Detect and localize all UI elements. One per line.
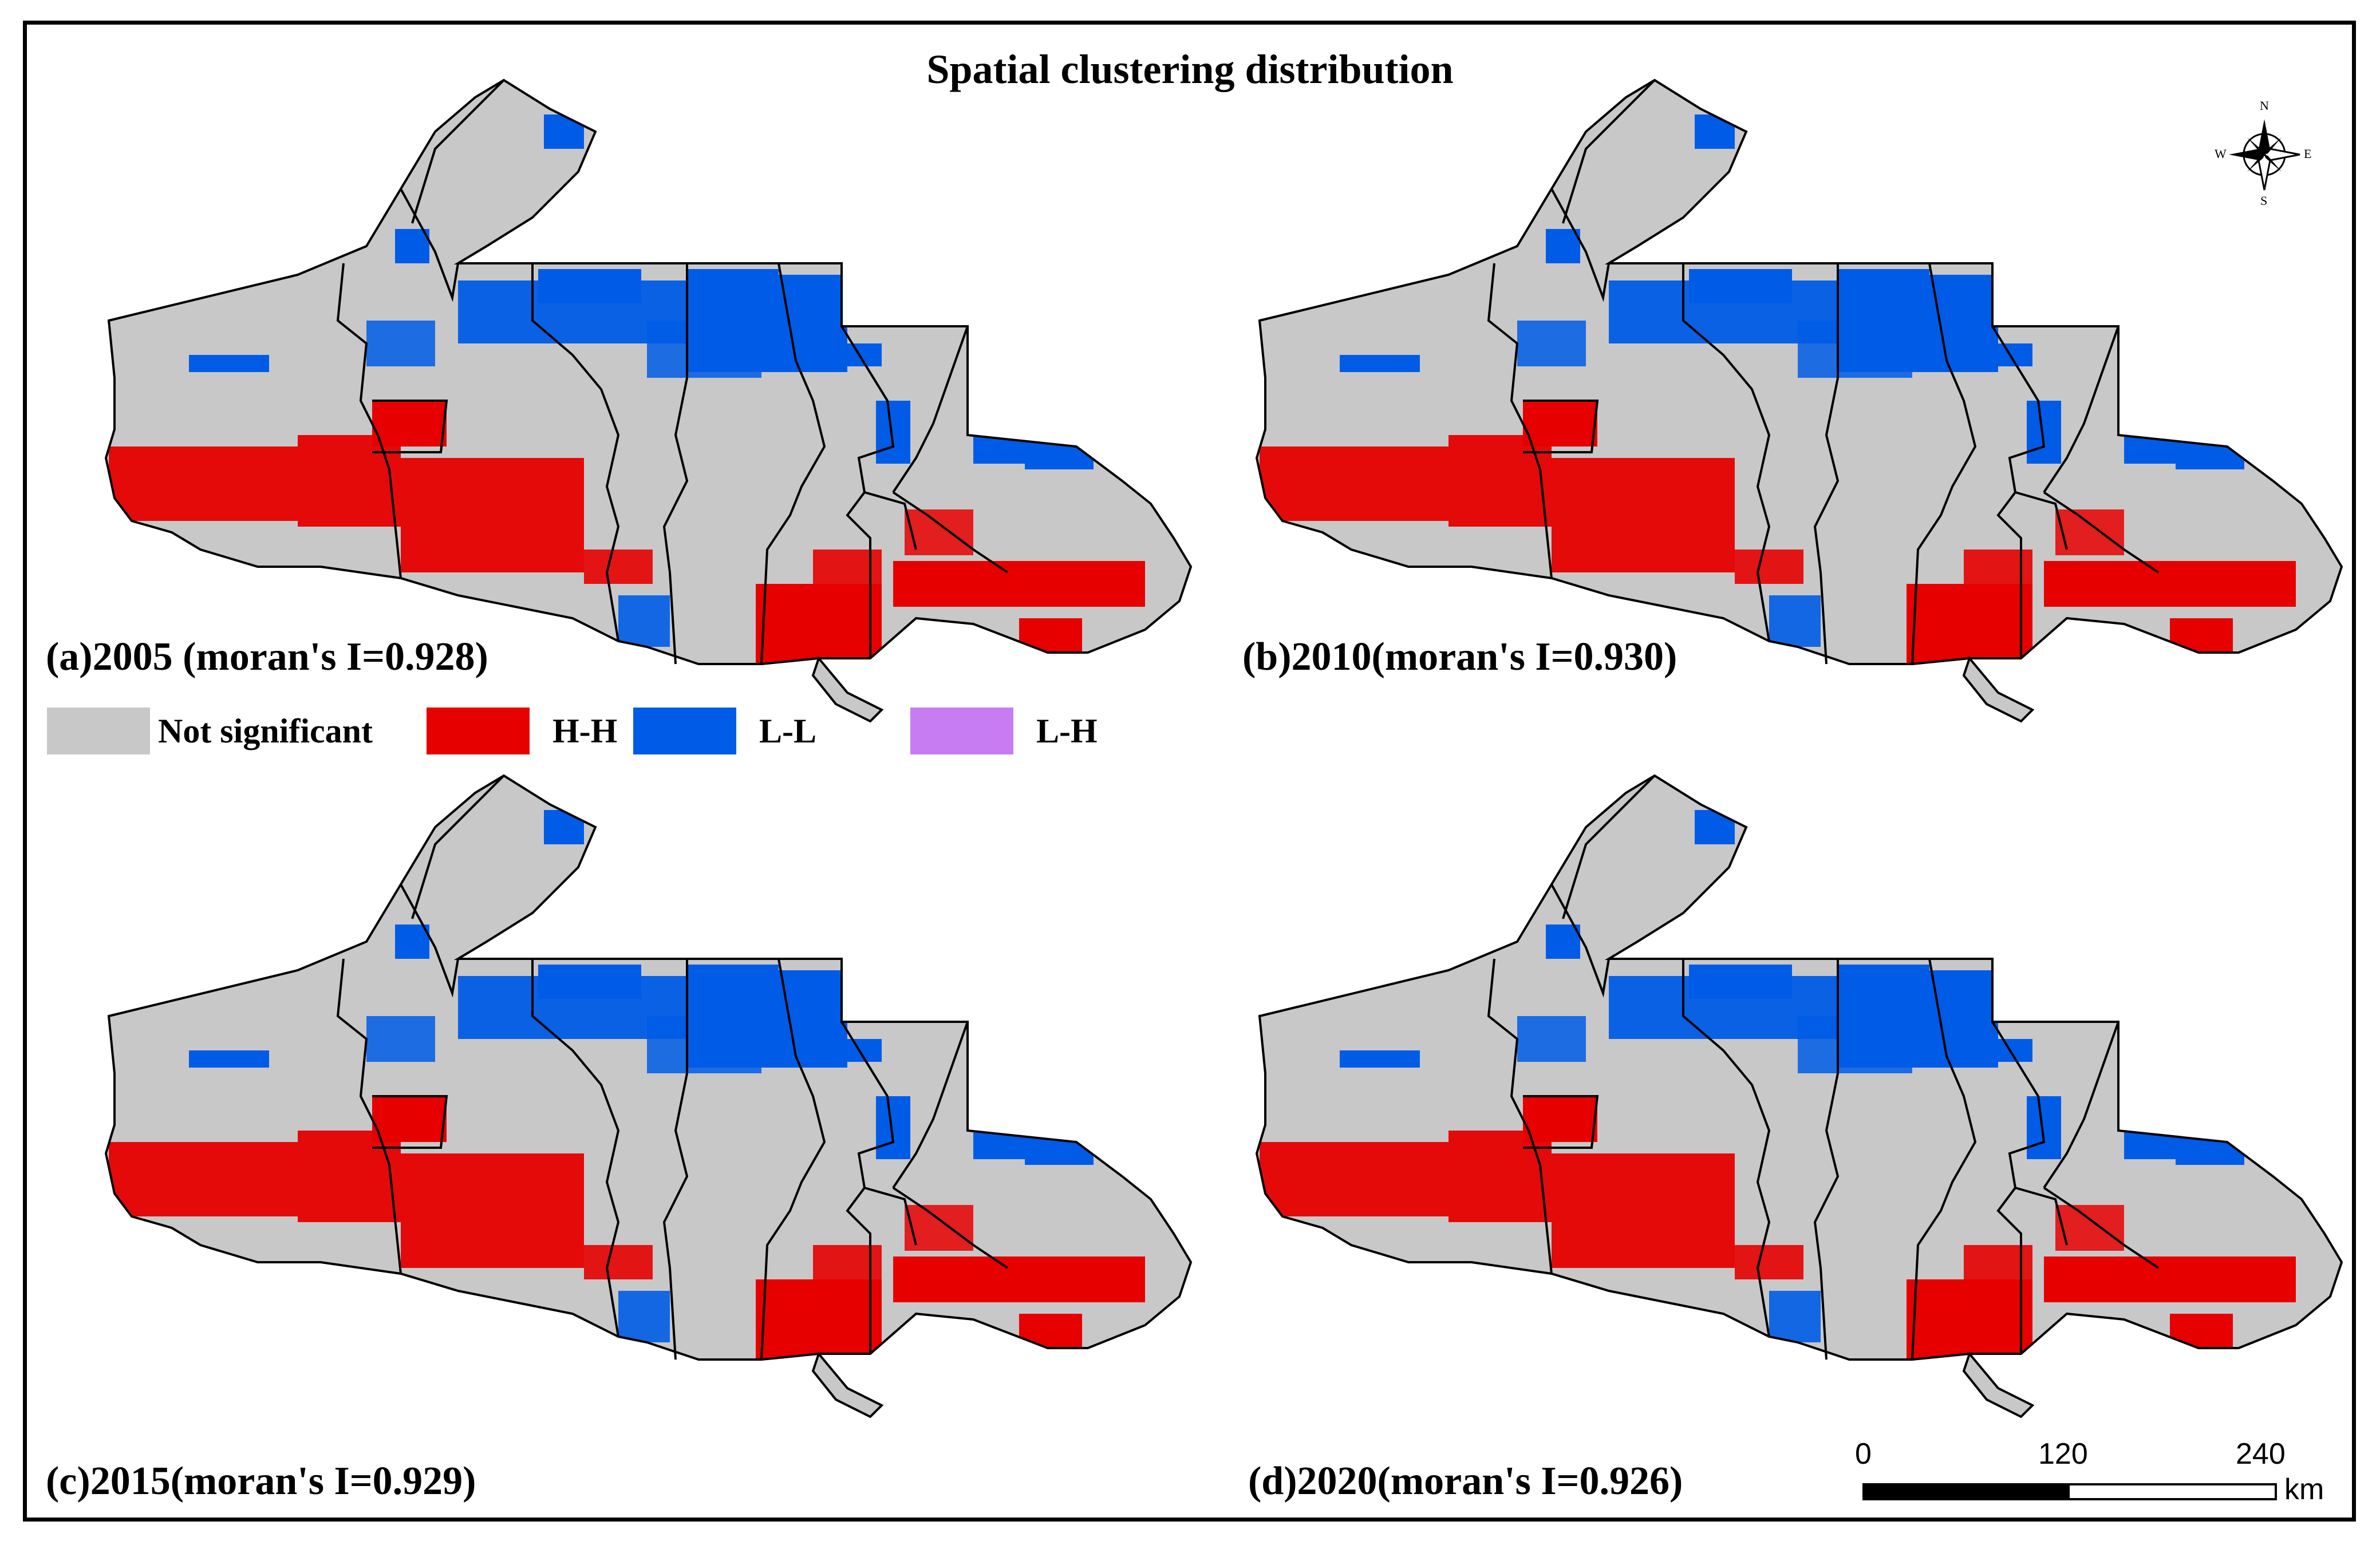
legend-label-low-high: L-H bbox=[1036, 712, 1098, 750]
legend-not-significant: Not significant bbox=[47, 708, 373, 754]
compass-east-label: E bbox=[2304, 147, 2312, 161]
legend-label-low-low: L-L bbox=[759, 712, 817, 750]
scale-unit: km bbox=[2284, 1473, 2324, 1506]
scale-tick-120: 120 bbox=[2038, 1437, 2088, 1471]
map-panel-2005 bbox=[106, 80, 1191, 721]
map-title: Spatial clustering distribution bbox=[926, 46, 1454, 92]
legend-label-high-high: H-H bbox=[552, 712, 618, 750]
compass-north-label: N bbox=[2260, 98, 2269, 113]
legend-swatch-low-high bbox=[910, 708, 1013, 754]
compass-west-label: W bbox=[2215, 147, 2227, 161]
compass-rose-icon bbox=[2229, 119, 2300, 191]
panel-label-c: (c)2015(moran's I=0.929) bbox=[46, 1459, 476, 1503]
legend-low-low: L-L bbox=[633, 708, 816, 754]
legend-swatch-low-low bbox=[633, 708, 736, 754]
scale-bar bbox=[1862, 1483, 2277, 1500]
legend-label-not-significant: Not significant bbox=[158, 712, 373, 750]
legend-high-high: H-H bbox=[427, 708, 617, 754]
panel-label-d: (d)2020(moran's I=0.926) bbox=[1248, 1459, 1683, 1503]
legend-low-high: L-H bbox=[910, 708, 1098, 754]
compass-south-label: S bbox=[2260, 193, 2268, 208]
map-panel-2015 bbox=[106, 776, 1191, 1417]
map-frame bbox=[23, 21, 2356, 1522]
panel-label-a: (a)2005 (moran's I=0.928) bbox=[46, 635, 488, 679]
panel-label-b: (b)2010(moran's I=0.930) bbox=[1242, 635, 1678, 679]
map-panel-2010 bbox=[1257, 80, 2342, 721]
legend-swatch-not-significant bbox=[47, 708, 150, 754]
scale-tick-240: 240 bbox=[2236, 1437, 2286, 1471]
scale-tick-0: 0 bbox=[1855, 1437, 1872, 1471]
legend-swatch-high-high bbox=[427, 708, 530, 754]
map-panel-2020 bbox=[1257, 776, 2342, 1417]
